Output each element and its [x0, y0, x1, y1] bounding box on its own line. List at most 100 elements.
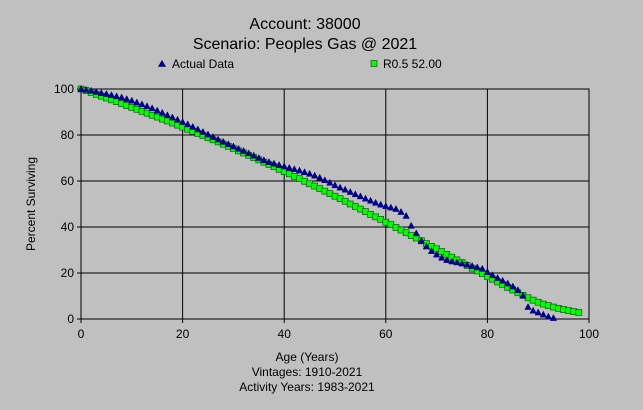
actual-data-point	[128, 96, 136, 104]
actual-data-point	[199, 127, 207, 135]
x-tick-label: 20	[176, 327, 190, 341]
actual-data-point	[407, 221, 415, 229]
actual-data-point	[402, 211, 410, 219]
actual-data-point	[77, 84, 85, 92]
actual-data-point	[356, 192, 365, 200]
x-tick-label: 60	[379, 327, 393, 341]
actual-data-point	[158, 108, 166, 116]
actual-data-point	[209, 133, 217, 140]
actual-data-point	[514, 286, 522, 293]
actual-data-point	[163, 111, 171, 118]
actual-data-point	[168, 113, 177, 121]
actual-data-point	[107, 91, 116, 98]
actual-data-point	[148, 104, 156, 112]
actual-data-point	[290, 165, 298, 173]
actual-data-point	[265, 158, 273, 165]
actual-data-point	[377, 200, 385, 208]
actual-data-point	[305, 169, 314, 177]
x-tick-label: 100	[579, 327, 599, 341]
actual-data-point	[143, 102, 151, 109]
actual-data-point	[173, 115, 182, 123]
actual-data-point	[534, 308, 542, 316]
actual-data-point	[346, 188, 354, 195]
actual-data-point	[448, 257, 456, 265]
actual-data-point	[341, 185, 349, 193]
actual-data-point	[443, 256, 451, 263]
actual-data-point	[214, 135, 222, 143]
actual-data-point	[372, 198, 380, 206]
legend-triangle-marker	[157, 59, 167, 67]
y-tick-label: 20	[61, 266, 75, 280]
actual-data-point	[239, 147, 248, 154]
actual-data-point	[300, 168, 309, 176]
actual-data-point	[351, 190, 359, 198]
actual-data-point	[412, 229, 420, 237]
actual-data-point	[260, 156, 268, 164]
actual-data-point	[153, 106, 161, 114]
actual-data-point	[295, 166, 304, 174]
actual-data-point	[509, 282, 517, 290]
actual-data-point	[255, 153, 263, 161]
actual-data-point	[194, 125, 202, 133]
actual-data-point	[422, 242, 431, 250]
actual-data-point	[387, 203, 395, 211]
y-tick-label: 80	[61, 128, 75, 142]
y-tick-label: 40	[61, 220, 75, 234]
legend-label-actual-data: Actual Data	[172, 57, 234, 71]
actual-data-point	[138, 100, 146, 108]
legend-label-fitted-curve: R0.5 52.00	[383, 57, 442, 71]
actual-data-point	[97, 89, 105, 96]
actual-data-point	[123, 95, 131, 102]
actual-data-point	[524, 303, 532, 310]
actual-data-point	[478, 264, 486, 272]
actual-data-point	[331, 181, 339, 189]
actual-data-point	[549, 314, 558, 321]
chart-title-line-1: Account: 38000	[249, 16, 360, 33]
actual-data-point	[92, 87, 100, 95]
actual-data-point	[544, 312, 552, 320]
actual-data-point	[504, 279, 512, 287]
actual-data-point	[397, 208, 405, 215]
fitted-point	[575, 309, 583, 316]
footer-vintages: Vintages: 1910-2021	[252, 365, 363, 379]
actual-data-point	[133, 98, 141, 106]
actual-data-point	[82, 85, 90, 93]
y-tick-label: 60	[61, 174, 75, 188]
actual-data-point	[493, 274, 502, 281]
actual-data-point	[326, 178, 334, 186]
actual-data-point	[427, 247, 436, 254]
actual-data-point	[275, 161, 283, 168]
actual-data-point	[234, 144, 243, 152]
actual-data-point	[229, 142, 238, 150]
actual-data-point	[189, 122, 197, 130]
actual-data-point	[224, 140, 232, 147]
series-fitted-markers	[77, 85, 583, 316]
y-tick-label: 100	[54, 82, 74, 96]
x-tick-label: 40	[278, 327, 292, 341]
plot-area	[80, 88, 590, 320]
actual-data-point	[102, 90, 111, 97]
actual-data-point	[417, 236, 425, 244]
actual-data-point	[483, 268, 492, 275]
actual-data-point	[473, 263, 481, 271]
actual-data-point	[118, 93, 126, 101]
actual-data-point	[499, 276, 507, 284]
actual-data-point	[529, 306, 537, 314]
actual-data-point	[488, 271, 497, 279]
x-tick-label: 0	[78, 327, 85, 341]
actual-data-point	[519, 291, 527, 299]
actual-data-point	[321, 176, 329, 184]
series-actual-markers	[77, 84, 558, 321]
actual-data-point	[539, 310, 547, 318]
x-axis-label: Age (Years)	[276, 350, 339, 364]
actual-data-point	[336, 183, 344, 191]
x-tick-label: 80	[481, 327, 495, 341]
actual-data-point	[270, 159, 278, 167]
actual-data-point	[361, 194, 370, 202]
actual-data-point	[316, 173, 324, 181]
actual-data-point	[87, 86, 95, 94]
actual-data-point	[366, 196, 375, 204]
y-axis-label: Percent Surviving	[24, 157, 38, 251]
